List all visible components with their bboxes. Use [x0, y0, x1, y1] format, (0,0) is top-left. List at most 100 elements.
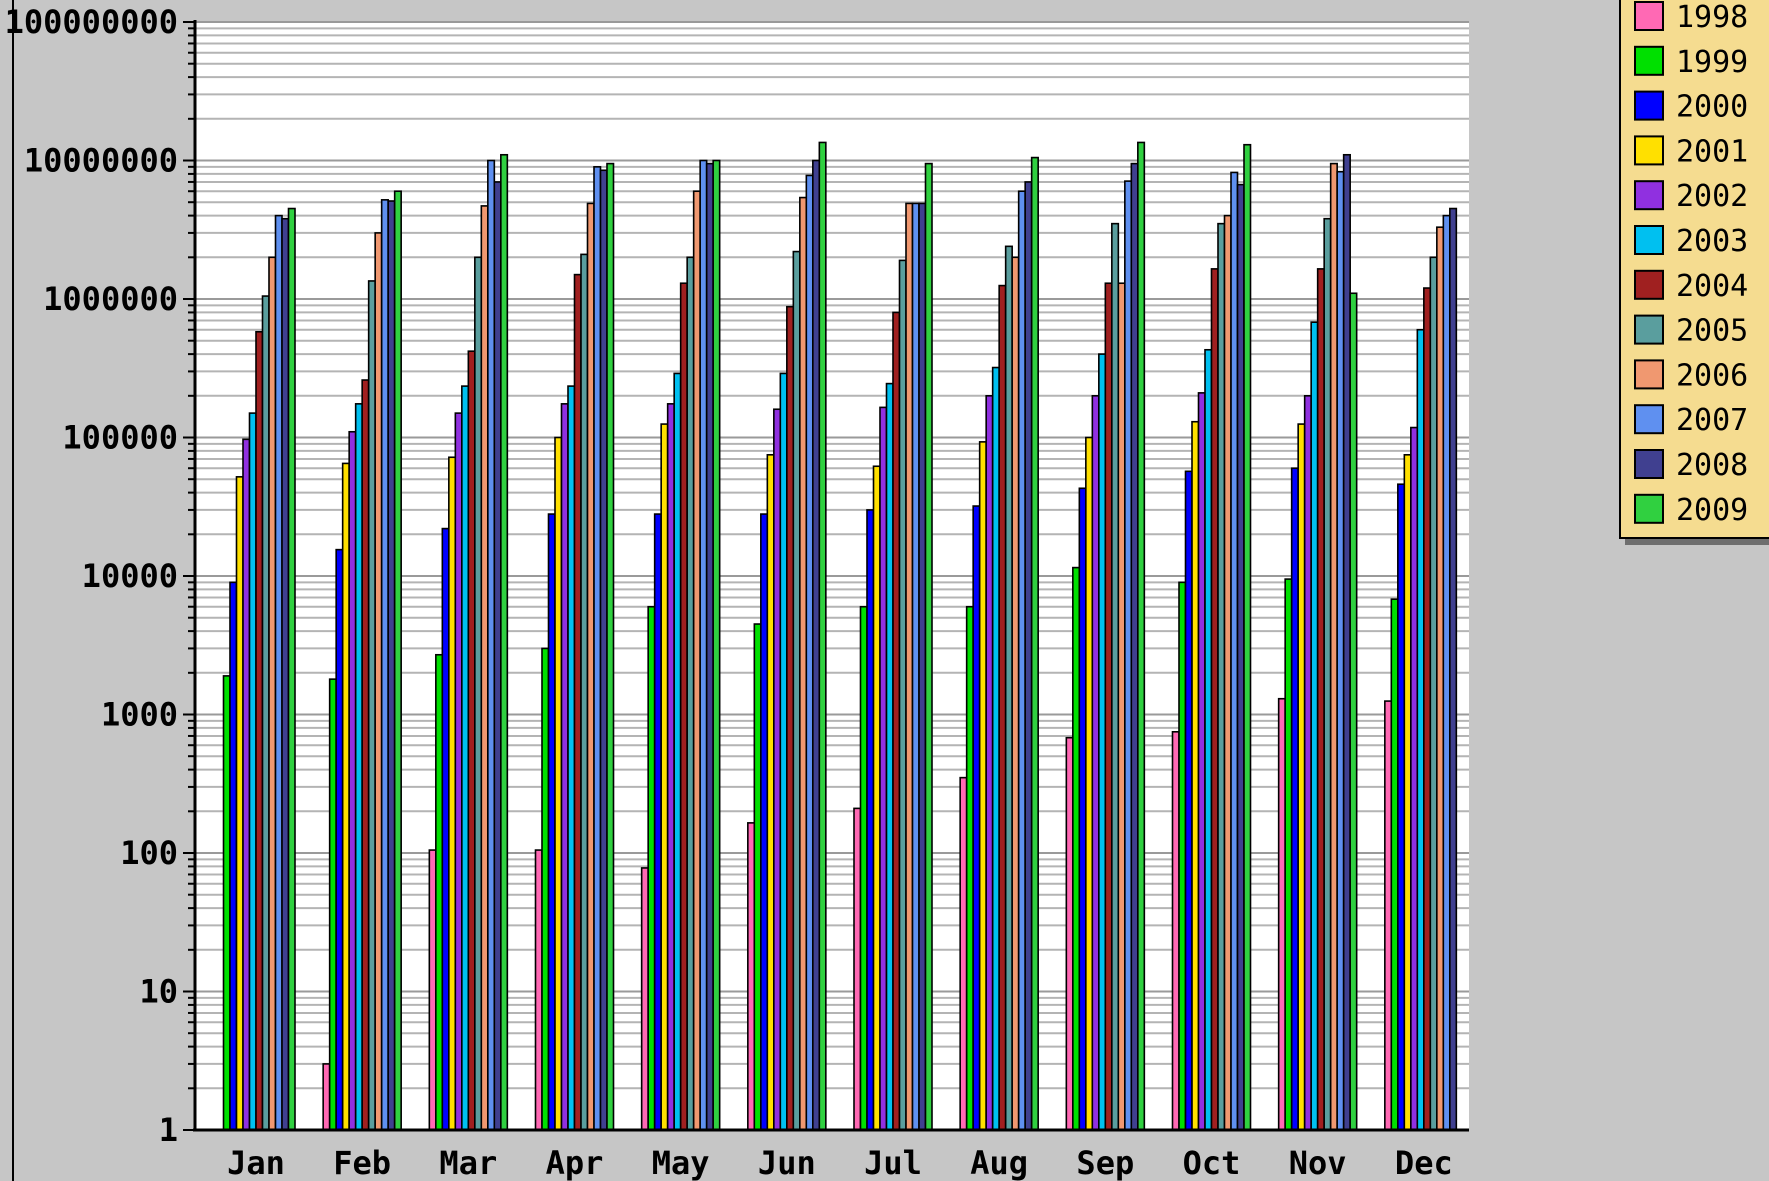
bar-1998-may — [640, 867, 649, 1131]
bar-2005-feb — [367, 280, 376, 1131]
bar-2004-jul — [892, 311, 901, 1131]
x-tick-label-jan: Jan — [227, 1144, 285, 1181]
bar-2003-jun — [779, 372, 788, 1131]
bar-1999-jul — [859, 605, 868, 1131]
legend-items: 1998 1999 2000 2001 2002 2003 2004 2005 2006 2007… — [1634, 0, 1748, 528]
bar-2002-jan — [242, 438, 251, 1131]
bar-2001-aug — [978, 441, 987, 1131]
legend-swatch-1999 — [1634, 45, 1664, 76]
bar-2001-may — [660, 423, 669, 1131]
bar-2008-jan — [281, 217, 290, 1131]
bar-2003-aug — [991, 366, 1000, 1131]
bar-2009-jun — [818, 141, 827, 1131]
bar-2003-nov — [1310, 321, 1319, 1131]
bar-1998-sep — [1065, 736, 1074, 1131]
bar-2006-jun — [799, 196, 808, 1131]
bar-2001-mar — [448, 456, 457, 1131]
bar-2003-dec — [1416, 328, 1425, 1131]
legend-swatch-2005 — [1634, 314, 1664, 345]
bar-1999-dec — [1390, 598, 1399, 1131]
bar-2002-may — [666, 403, 675, 1131]
grid-lines — [195, 21, 1469, 1090]
bar-2002-feb — [348, 430, 357, 1131]
bar-2000-nov — [1290, 467, 1299, 1131]
bar-2007-jul — [911, 202, 920, 1131]
legend-swatch-2007 — [1634, 404, 1664, 435]
bar-2004-feb — [361, 379, 370, 1131]
bar-2009-aug — [1030, 156, 1039, 1131]
x-tick-labels: Jan Feb Mar Apr May Jun Jul Aug Sep Oct Nov Dec — [227, 1144, 1453, 1181]
bar-2005-apr — [580, 253, 589, 1131]
legend-label-2001: 2001 — [1676, 134, 1748, 169]
bar-2000-sep — [1078, 487, 1087, 1131]
bar-2008-sep — [1130, 162, 1139, 1131]
bar-1998-oct — [1171, 731, 1180, 1131]
bar-2007-feb — [380, 199, 389, 1131]
bar-2001-jun — [766, 454, 775, 1131]
y-tick-label: 10000 — [82, 557, 178, 595]
bar-2002-mar — [454, 412, 463, 1131]
bar-2007-dec — [1442, 214, 1451, 1131]
bar-2000-oct — [1184, 470, 1193, 1131]
bar-2003-feb — [354, 403, 363, 1131]
x-tick-label-jun: Jun — [758, 1144, 816, 1181]
bar-2002-oct — [1197, 392, 1206, 1131]
legend-label-2002: 2002 — [1676, 179, 1748, 214]
bar-2000-aug — [972, 505, 981, 1131]
bar-2004-nov — [1316, 268, 1325, 1131]
bar-1998-nov — [1277, 697, 1286, 1131]
legend-label-1998: 1998 — [1676, 0, 1748, 35]
legend-swatch-2009 — [1634, 493, 1664, 524]
bar-2000-feb — [335, 548, 344, 1131]
bar-2004-aug — [998, 284, 1007, 1131]
bar-2006-nov — [1329, 162, 1338, 1131]
y-tick-label: 100000 — [62, 419, 178, 457]
bar-2007-oct — [1230, 171, 1239, 1131]
bar-2009-sep — [1137, 141, 1146, 1131]
bar-2008-nov — [1342, 153, 1351, 1131]
y-tick-label: 10000000 — [24, 142, 178, 180]
legend-swatch-2002 — [1634, 180, 1664, 211]
bar-2005-dec — [1429, 256, 1438, 1131]
bar-2003-mar — [461, 385, 470, 1131]
bar-2007-mar — [487, 159, 496, 1131]
bar-2006-sep — [1117, 282, 1126, 1131]
bar-2002-sep — [1091, 395, 1100, 1131]
bar-1999-jun — [753, 623, 762, 1131]
bar-2008-oct — [1236, 183, 1245, 1131]
bar-1999-sep — [1072, 566, 1081, 1131]
bar-2009-feb — [393, 190, 402, 1131]
bar-2005-jun — [792, 250, 801, 1131]
bar-2008-jun — [812, 159, 821, 1131]
bar-2003-oct — [1204, 348, 1213, 1131]
x-tick-label-oct: Oct — [1183, 1144, 1241, 1181]
legend-swatch-2004 — [1634, 269, 1664, 300]
legend-swatch-1998 — [1634, 1, 1664, 31]
bar-2004-dec — [1423, 287, 1432, 1131]
bar-2005-oct — [1217, 222, 1226, 1131]
bar-2004-apr — [573, 273, 582, 1131]
x-tick-label-apr: Apr — [546, 1144, 604, 1181]
bar-1998-jul — [853, 807, 862, 1131]
x-tick-label-nov: Nov — [1289, 1144, 1347, 1181]
bar-2001-jul — [872, 465, 881, 1131]
bar-2001-dec — [1403, 454, 1412, 1131]
bar-2004-oct — [1210, 268, 1219, 1131]
bar-2005-nov — [1323, 217, 1332, 1131]
legend-swatch-2000 — [1634, 90, 1664, 121]
bar-1999-jan — [222, 675, 231, 1131]
bar-2009-oct — [1243, 143, 1252, 1131]
bar-2008-apr — [599, 169, 608, 1131]
legend-label-2009: 2009 — [1676, 493, 1748, 528]
bar-2004-sep — [1104, 282, 1113, 1131]
bar-1998-aug — [959, 776, 968, 1131]
bar-2000-dec — [1397, 483, 1406, 1131]
x-tick-label-dec: Dec — [1395, 1144, 1453, 1181]
legend-swatch-2001 — [1634, 135, 1664, 166]
y-tick-label: 1000000 — [43, 280, 178, 318]
bar-2006-aug — [1011, 256, 1020, 1131]
bar-2008-feb — [387, 200, 396, 1131]
bar-2007-sep — [1124, 180, 1133, 1131]
axes — [183, 20, 1469, 1132]
bar-2000-apr — [547, 513, 556, 1131]
